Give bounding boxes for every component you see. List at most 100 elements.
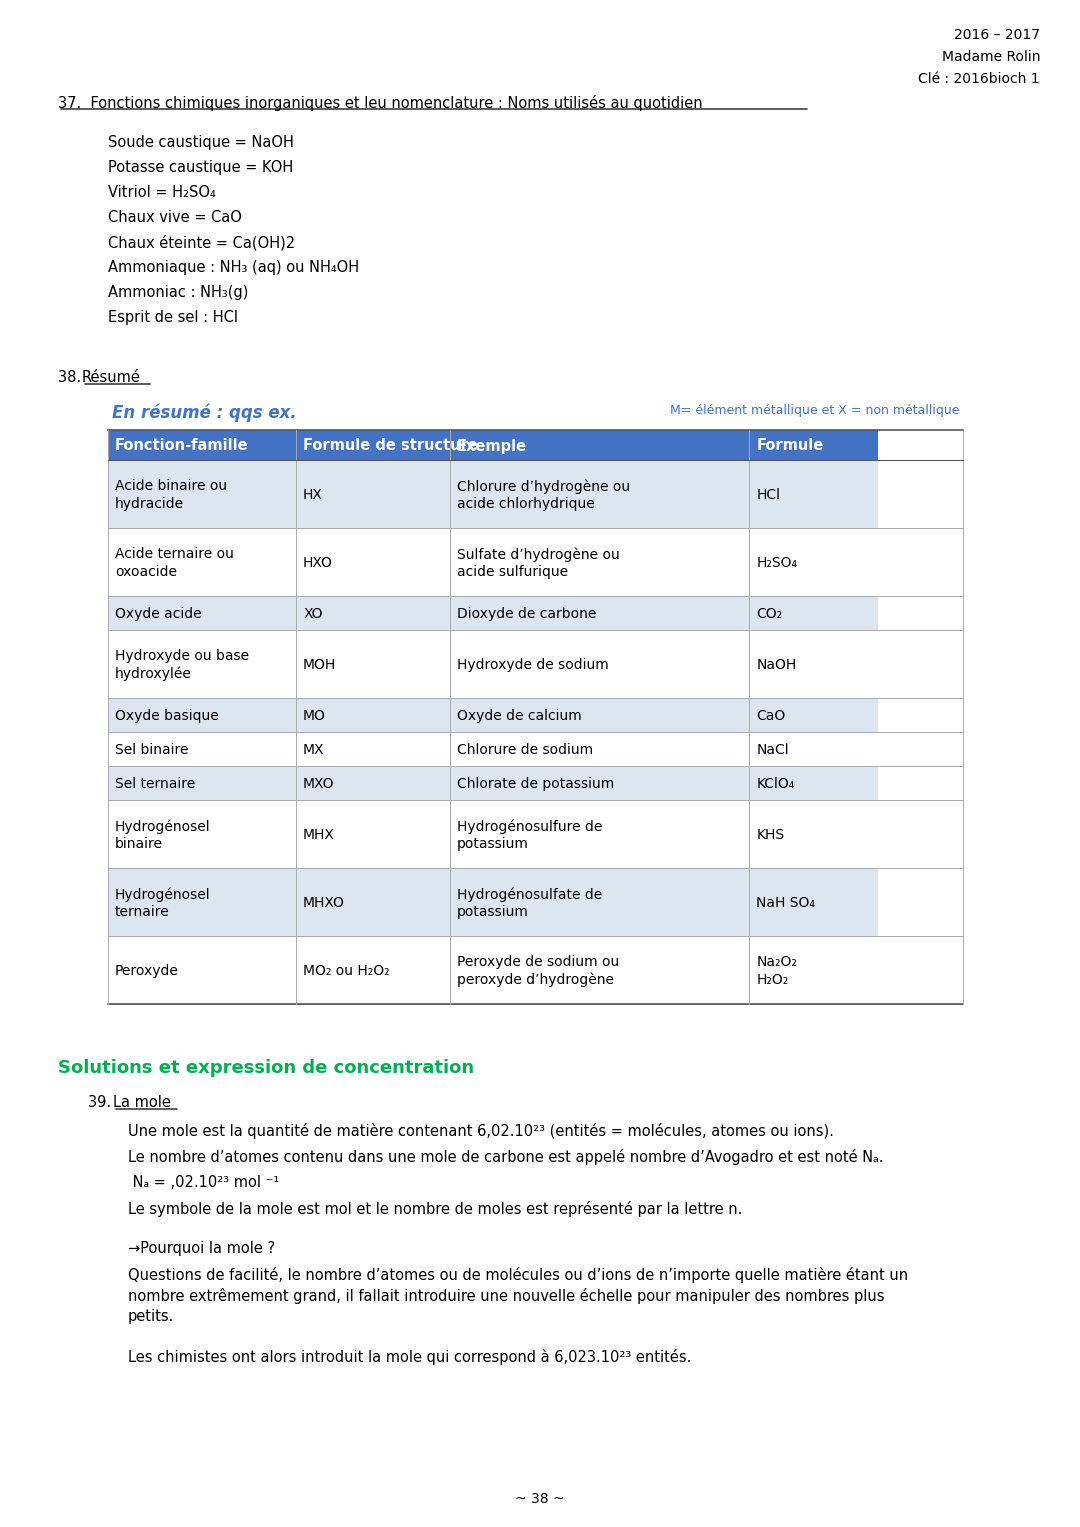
Text: Hydrogénosel
binaire: Hydrogénosel binaire xyxy=(114,818,211,851)
Text: Résumé: Résumé xyxy=(82,370,140,385)
Bar xyxy=(108,800,296,867)
Bar xyxy=(296,631,450,698)
Bar xyxy=(296,800,450,867)
Text: Oxyde de calcium: Oxyde de calcium xyxy=(457,709,582,722)
Bar xyxy=(108,596,296,631)
Text: Chaux éteinte = Ca(OH)2: Chaux éteinte = Ca(OH)2 xyxy=(108,235,295,250)
Bar xyxy=(108,767,296,800)
Text: Hydroxyde de sodium: Hydroxyde de sodium xyxy=(457,658,609,672)
Text: Oxyde acide: Oxyde acide xyxy=(114,608,202,621)
Text: Soude caustique = NaOH: Soude caustique = NaOH xyxy=(108,134,294,150)
Text: Hydroxyde ou base
hydroxylée: Hydroxyde ou base hydroxylée xyxy=(114,649,249,681)
Bar xyxy=(450,631,750,698)
Text: Clé : 2016bioch 1: Clé : 2016bioch 1 xyxy=(918,72,1040,86)
Bar xyxy=(450,431,750,460)
Text: MHX: MHX xyxy=(303,828,335,841)
Bar xyxy=(750,936,877,1003)
Text: Hydrogénosel
ternaire: Hydrogénosel ternaire xyxy=(114,887,211,919)
Bar xyxy=(296,936,450,1003)
Text: MO: MO xyxy=(303,709,326,722)
Bar xyxy=(296,431,450,460)
Bar xyxy=(750,631,877,698)
Text: Potasse caustique = KOH: Potasse caustique = KOH xyxy=(108,160,294,176)
Text: 38.: 38. xyxy=(58,370,85,385)
Bar xyxy=(296,731,450,767)
Bar xyxy=(108,698,296,731)
Bar xyxy=(108,431,296,460)
Text: NaCl: NaCl xyxy=(756,744,788,757)
Text: Fonction-famille: Fonction-famille xyxy=(114,438,248,454)
Text: Peroxyde de sodium ou
peroxyde d’hydrogène: Peroxyde de sodium ou peroxyde d’hydrogè… xyxy=(457,954,619,986)
Text: Sulfate d’hydrogène ou
acide sulfurique: Sulfate d’hydrogène ou acide sulfurique xyxy=(457,547,620,579)
Text: HX: HX xyxy=(303,489,323,502)
Text: Formule: Formule xyxy=(756,438,824,454)
Bar xyxy=(108,731,296,767)
Text: Na₂O₂
H₂O₂: Na₂O₂ H₂O₂ xyxy=(756,956,797,986)
Text: KHS: KHS xyxy=(756,828,784,841)
Text: MOH: MOH xyxy=(303,658,336,672)
Bar xyxy=(450,596,750,631)
Bar xyxy=(750,767,877,800)
Bar xyxy=(750,431,877,460)
Bar xyxy=(750,596,877,631)
Bar xyxy=(296,698,450,731)
Text: Hydrogénosulfure de
potassium: Hydrogénosulfure de potassium xyxy=(457,818,603,851)
Text: Esprit de sel : HCl: Esprit de sel : HCl xyxy=(108,310,238,325)
Bar xyxy=(296,596,450,631)
Text: Le symbole de la mole est mol et le nombre de moles est représenté par la lettre: Le symbole de la mole est mol et le nomb… xyxy=(129,1202,742,1217)
Bar xyxy=(450,528,750,596)
Text: →Pourquoi la mole ?: →Pourquoi la mole ? xyxy=(129,1241,275,1257)
Bar xyxy=(750,731,877,767)
Bar xyxy=(296,460,450,528)
Bar xyxy=(296,528,450,596)
Text: Les chimistes ont alors introduit la mole qui correspond à 6,023.10²³ entités.: Les chimistes ont alors introduit la mol… xyxy=(129,1348,691,1365)
Text: NaOH: NaOH xyxy=(756,658,797,672)
Text: MXO: MXO xyxy=(303,777,335,791)
Text: Madame Rolin: Madame Rolin xyxy=(942,50,1040,64)
Bar xyxy=(450,698,750,731)
Text: Chlorate de potassium: Chlorate de potassium xyxy=(457,777,615,791)
Text: Chlorure d’hydrogène ou
acide chlorhydrique: Chlorure d’hydrogène ou acide chlorhydri… xyxy=(457,479,630,512)
Text: KClO₄: KClO₄ xyxy=(756,777,795,791)
Text: Formule de structure: Formule de structure xyxy=(303,438,478,454)
Bar xyxy=(108,936,296,1003)
Text: MHXO: MHXO xyxy=(303,896,345,910)
Text: MO₂ ou H₂O₂: MO₂ ou H₂O₂ xyxy=(303,964,390,977)
Bar xyxy=(450,936,750,1003)
Text: Sel ternaire: Sel ternaire xyxy=(114,777,195,791)
Text: MX: MX xyxy=(303,744,325,757)
Text: H₂SO₄: H₂SO₄ xyxy=(756,556,797,570)
Bar xyxy=(750,698,877,731)
Bar xyxy=(450,867,750,936)
Bar xyxy=(450,731,750,767)
Bar xyxy=(296,867,450,936)
Text: Ammoniac : NH₃(g): Ammoniac : NH₃(g) xyxy=(108,286,248,299)
Bar xyxy=(296,767,450,800)
Text: Dioxyde de carbone: Dioxyde de carbone xyxy=(457,608,596,621)
Text: Solutions et expression de concentration: Solutions et expression de concentration xyxy=(58,1060,474,1077)
Text: Sel binaire: Sel binaire xyxy=(114,744,189,757)
Text: HXO: HXO xyxy=(303,556,333,570)
Text: Acide ternaire ou
oxoacide: Acide ternaire ou oxoacide xyxy=(114,547,234,579)
Text: HCl: HCl xyxy=(756,489,780,502)
Bar xyxy=(750,528,877,596)
Text: NaH SO₄: NaH SO₄ xyxy=(756,896,815,910)
Text: M= élément métallique et X = non métallique: M= élément métallique et X = non métalli… xyxy=(670,405,959,417)
Bar xyxy=(108,460,296,528)
Text: Ammoniaque : NH₃ (aq) ou NH₄OH: Ammoniaque : NH₃ (aq) ou NH₄OH xyxy=(108,260,360,275)
Text: Une mole est la quantité de matière contenant 6,02.10²³ (entités = molécules, at: Une mole est la quantité de matière cont… xyxy=(129,1122,834,1139)
Text: Exemple: Exemple xyxy=(457,438,527,454)
Text: Chaux vive = CaO: Chaux vive = CaO xyxy=(108,211,242,224)
Text: En résumé : qqs ex.: En résumé : qqs ex. xyxy=(112,405,297,423)
Text: Hydrogénosulfate de
potassium: Hydrogénosulfate de potassium xyxy=(457,887,603,919)
Bar xyxy=(450,800,750,867)
Bar xyxy=(450,460,750,528)
Text: Acide binaire ou
hydracide: Acide binaire ou hydracide xyxy=(114,479,227,510)
Text: Questions de facilité, le nombre d’atomes ou de molécules ou d’ions de n’importe: Questions de facilité, le nombre d’atome… xyxy=(129,1267,908,1324)
Text: 39.: 39. xyxy=(87,1095,116,1110)
Text: Nₐ = ,02.10²³ mol ⁻¹: Nₐ = ,02.10²³ mol ⁻¹ xyxy=(129,1174,280,1190)
Text: La mole: La mole xyxy=(113,1095,171,1110)
Text: 2016 – 2017: 2016 – 2017 xyxy=(954,27,1040,43)
Bar xyxy=(450,767,750,800)
Text: CaO: CaO xyxy=(756,709,785,722)
